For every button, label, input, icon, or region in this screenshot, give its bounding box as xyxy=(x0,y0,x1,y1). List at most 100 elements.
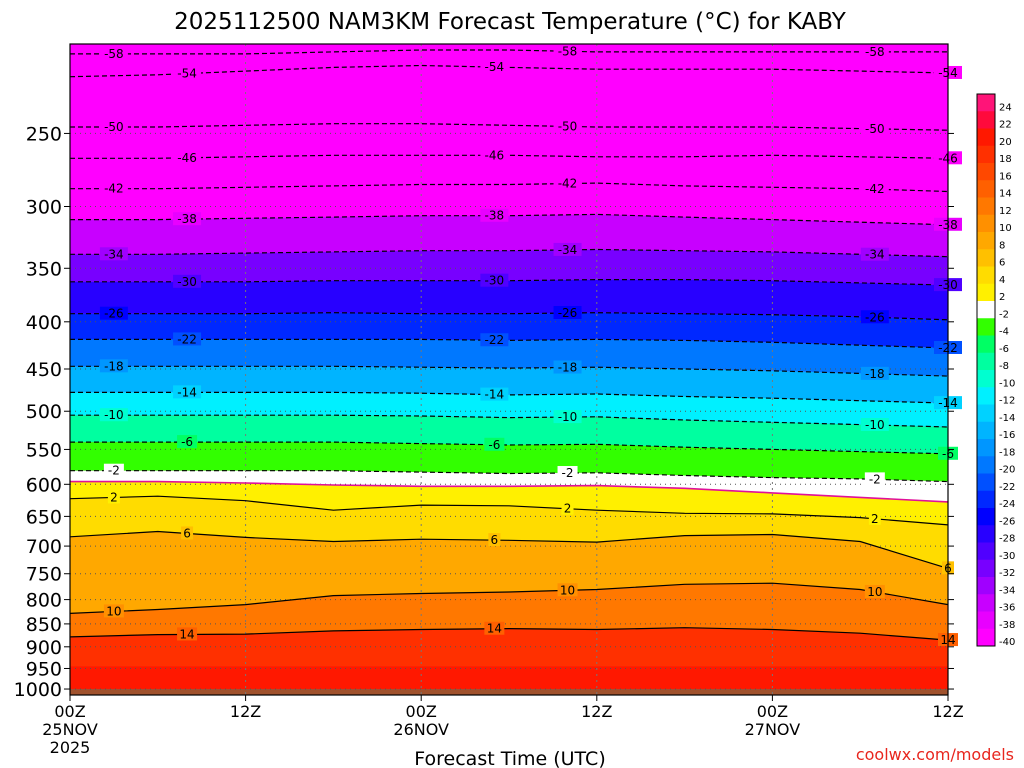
isotherm-label: -50 xyxy=(865,122,885,136)
isotherm-label: 14 xyxy=(179,627,194,641)
isotherm-label: -18 xyxy=(558,361,578,375)
isotherm-label-bg xyxy=(488,533,501,547)
colorbar-swatch xyxy=(977,508,995,526)
isotherm-line xyxy=(70,338,949,349)
isotherm-label: -10 xyxy=(104,408,124,422)
isotherm-label-bg xyxy=(557,466,578,480)
colorbar-label: -20 xyxy=(999,465,1015,476)
colorbar-swatch xyxy=(977,266,995,285)
isotherm-label-bg xyxy=(99,408,128,422)
isotherm-label-bg xyxy=(107,490,120,504)
isotherm-label-bg xyxy=(173,385,202,399)
isotherm-line xyxy=(70,441,949,455)
colorbar-label: -6 xyxy=(999,344,1009,355)
isotherm-line xyxy=(69,530,949,569)
ground-fill xyxy=(70,689,948,695)
credit-link[interactable]: coolwx.com/models xyxy=(856,745,1014,764)
y-tick-label: 650 xyxy=(26,506,62,528)
isotherm-label: -42 xyxy=(865,182,885,196)
colorbar-swatch xyxy=(977,163,995,181)
isotherm-label-bg xyxy=(553,119,582,133)
isotherm-label: -26 xyxy=(104,307,124,321)
temperature-band xyxy=(70,366,948,404)
colorbar-label: -14 xyxy=(999,413,1015,424)
colorbar-swatch xyxy=(977,404,995,423)
isotherm-label: -34 xyxy=(558,243,578,257)
colorbar-label: 10 xyxy=(999,223,1012,234)
colorbar-swatch xyxy=(977,352,995,371)
isotherm-label-bg xyxy=(484,621,505,635)
isotherm-label: 10 xyxy=(560,583,575,597)
y-axis: 2503003504004505005506006507007508008509… xyxy=(14,123,954,701)
isotherm-label-bg xyxy=(864,584,885,598)
y-tick-label: 300 xyxy=(26,197,62,219)
colorbar-label: 14 xyxy=(999,189,1012,200)
isotherm-label: -50 xyxy=(104,120,124,134)
colorbar: 24 22 20 18 16 14 12 10 8 6 4 2 -2 -4 -6 -8 -10 -12 -14 -16… xyxy=(976,93,1015,648)
colorbar-label: 12 xyxy=(999,206,1012,217)
isotherm-label: -42 xyxy=(558,177,578,191)
isotherm-label-bg xyxy=(557,583,578,597)
isotherm-label: -30 xyxy=(485,274,505,288)
colorbar-label: 20 xyxy=(999,137,1012,148)
isotherm-line xyxy=(69,582,949,614)
isotherm-label-bg xyxy=(553,306,582,320)
colorbar-label: -30 xyxy=(999,551,1015,562)
isotherm-label-bg xyxy=(480,148,509,162)
x-tick-label: 26NOV xyxy=(393,720,449,739)
plot-area: -58 -58 -58-54 -54 -54-50 -50 -50-46 -46 -46-42-… xyxy=(69,43,962,696)
colorbar-swatch xyxy=(977,387,995,405)
isotherm-label-bg xyxy=(480,60,509,74)
y-tick-label: 600 xyxy=(26,474,62,496)
isotherm-label-bg xyxy=(173,150,202,164)
temperature-band xyxy=(70,470,948,502)
isotherm-label-bg xyxy=(864,472,885,486)
isotherm-line xyxy=(70,182,949,193)
temperature-band xyxy=(70,155,948,192)
isotherm-label: -26 xyxy=(558,306,578,320)
isotherm-label: -50 xyxy=(558,119,578,133)
isotherm-label-bg xyxy=(553,242,582,256)
isotherm-label: -58 xyxy=(104,47,124,61)
colorbar-label: -34 xyxy=(999,585,1015,596)
colorbar-label: 18 xyxy=(999,154,1012,165)
temperature-band xyxy=(70,123,948,159)
colorbar-swatch xyxy=(977,611,995,630)
isotherm-label-bg xyxy=(177,435,198,449)
isotherm-line xyxy=(70,248,949,258)
isotherm-label: 10 xyxy=(867,585,882,599)
isotherm-label: -22 xyxy=(177,332,197,346)
isotherm-label-bg xyxy=(99,119,128,133)
colorbar-label: -10 xyxy=(999,378,1015,389)
isotherm-label-bg xyxy=(99,306,128,320)
isotherm-label: -38 xyxy=(177,212,197,226)
x-tick-label: 00Z xyxy=(406,702,437,721)
isotherm-line xyxy=(70,470,949,483)
x-tick-label: 2025 xyxy=(50,738,91,757)
isotherm-label-bg xyxy=(99,181,128,195)
colorbar-swatch xyxy=(977,283,995,302)
isotherm-label-bg xyxy=(860,44,889,58)
colorbar-swatch xyxy=(977,197,995,216)
colorbar-swatch xyxy=(977,94,995,112)
y-tick-label: 850 xyxy=(26,614,62,636)
isotherm-label: -54 xyxy=(485,60,505,74)
y-tick-label: 800 xyxy=(26,590,62,612)
x-tick-label: 12Z xyxy=(230,702,261,721)
isotherm-label: -18 xyxy=(104,359,124,373)
temperature-band xyxy=(70,442,948,482)
y-tick-label: 450 xyxy=(26,359,62,381)
isotherm-label: -58 xyxy=(558,44,578,58)
isotherm-label: -18 xyxy=(865,367,885,381)
isotherm-line xyxy=(70,49,948,55)
colorbar-label: 8 xyxy=(999,240,1005,251)
y-tick-label: 250 xyxy=(26,123,62,145)
isotherm-label: -30 xyxy=(177,275,197,289)
temperature-band xyxy=(70,214,948,257)
isotherm-label-bg xyxy=(860,310,889,324)
isotherm-label: -6 xyxy=(488,438,500,452)
isotherm-line xyxy=(70,279,949,286)
y-tick-label: 500 xyxy=(26,401,62,423)
colorbar-swatch xyxy=(977,473,995,492)
